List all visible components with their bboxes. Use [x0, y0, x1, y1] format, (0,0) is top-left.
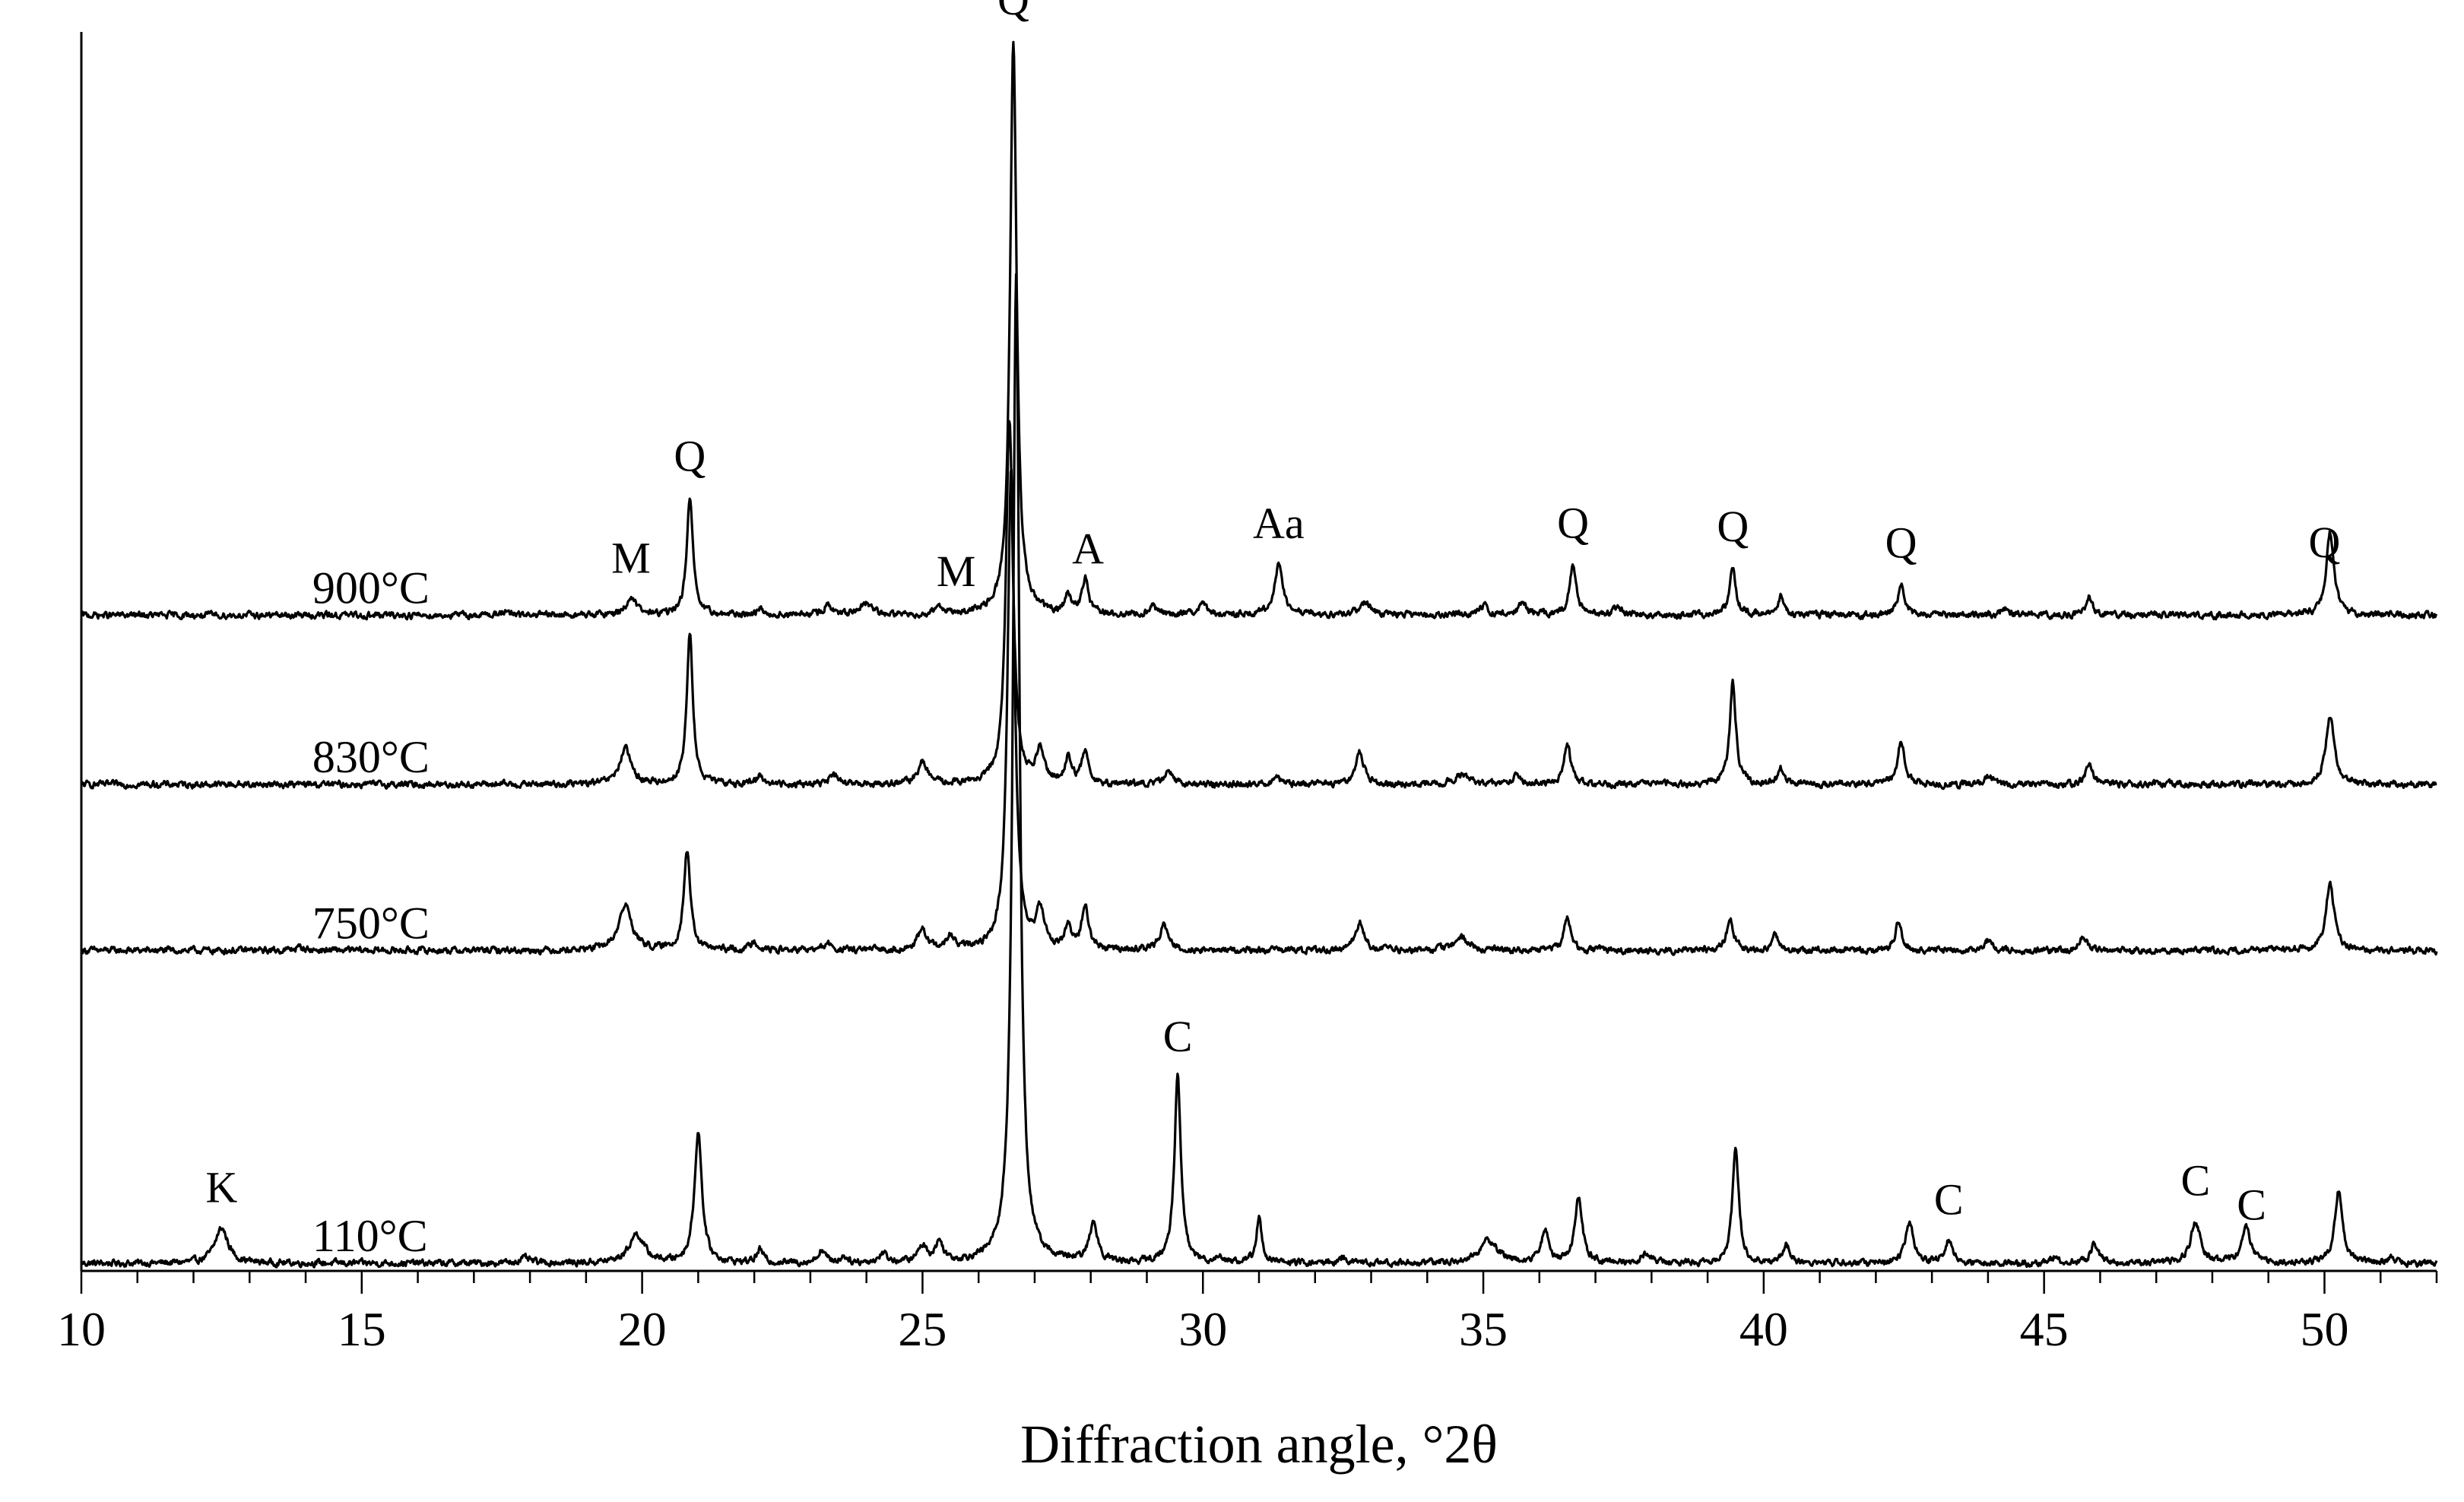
x-tick-label: 15: [338, 1302, 386, 1356]
peak-label: C: [1163, 1012, 1193, 1061]
peak-labels: KCCCCMQMQAAaQQQQ: [205, 0, 2340, 1230]
series-label: 110°C: [312, 1211, 428, 1261]
peak-label: Q: [1557, 499, 1589, 548]
trace-900c: [81, 40, 2438, 621]
x-tick-label: 45: [2020, 1302, 2069, 1356]
x-tick-label: 50: [2300, 1302, 2348, 1356]
peak-label: Q: [2309, 518, 2341, 567]
peak-label: M: [937, 547, 976, 596]
peak-label: A: [1072, 524, 1104, 574]
x-axis-ticks: [80, 1271, 2438, 1294]
x-tick-label: 20: [618, 1302, 667, 1356]
peak-label: Q: [674, 432, 706, 481]
x-axis-label: Diffraction angle, °2θ: [1020, 1414, 1498, 1475]
trace-750c: [80, 468, 2438, 956]
x-tick-label: 25: [898, 1302, 947, 1356]
peak-label: Q: [1885, 518, 1917, 567]
x-tick-label: 35: [1459, 1302, 1508, 1356]
series-label: 750°C: [312, 898, 430, 948]
series-labels: 110°C 750°C 830°C 900°C: [312, 562, 430, 1261]
peak-label: M: [611, 534, 651, 583]
x-tick-label: 30: [1178, 1302, 1227, 1356]
peak-label: C: [2237, 1180, 2266, 1230]
axes: 10 15 20 25 30 35 40 45 50 Diffraction angle, °2…: [57, 32, 2438, 1475]
traces: [80, 40, 2438, 1269]
x-tick-label: 40: [1739, 1302, 1788, 1356]
peak-label: Q: [1717, 502, 1749, 551]
x-axis-tick-labels: 10 15 20 25 30 35 40 45 50: [57, 1302, 2348, 1356]
peak-label: Aa: [1253, 499, 1305, 548]
peak-label: K: [205, 1163, 237, 1212]
peak-label: Q: [997, 0, 1029, 24]
series-label: 830°C: [312, 732, 430, 782]
trace-110c: [80, 273, 2438, 1269]
x-tick-label: 10: [57, 1302, 106, 1356]
peak-label: C: [2180, 1156, 2210, 1206]
series-label: 900°C: [312, 562, 430, 613]
peak-label: C: [1934, 1175, 1964, 1225]
trace-830c: [80, 420, 2437, 791]
